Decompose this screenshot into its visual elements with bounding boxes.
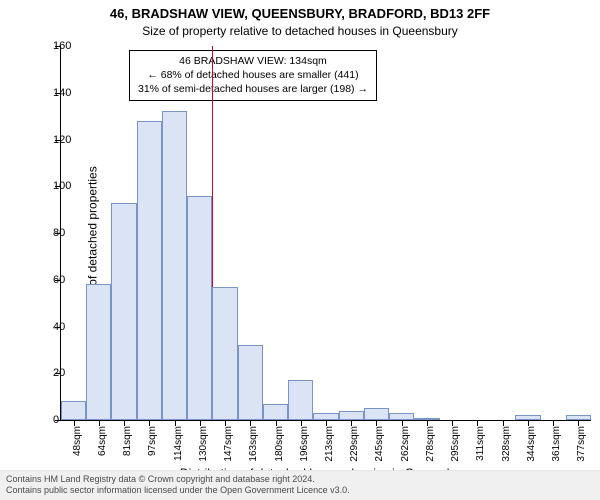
footer-line-1: Contains HM Land Registry data © Crown c… — [6, 474, 594, 485]
histogram-bar — [339, 411, 364, 420]
x-tick-label: 97sqm — [147, 426, 158, 456]
x-tick-label: 311sqm — [475, 426, 486, 461]
x-tick-label: 180sqm — [274, 426, 285, 462]
x-tick-label: 229sqm — [349, 426, 360, 462]
histogram-bar — [162, 111, 187, 420]
histogram-bar — [238, 345, 263, 420]
x-tick-label: 48sqm — [72, 426, 83, 456]
annotation-box: 46 BRADSHAW VIEW: 134sqm ← 68% of detach… — [129, 50, 377, 101]
y-tick-label: 80 — [53, 227, 61, 239]
y-tick-label: 20 — [53, 367, 61, 379]
y-tick-label: 120 — [53, 134, 61, 146]
annotation-line-2: ← 68% of detached houses are smaller (44… — [138, 68, 368, 82]
x-tick-label: 196sqm — [299, 426, 310, 462]
figure: 46, BRADSHAW VIEW, QUEENSBURY, BRADFORD,… — [0, 0, 600, 500]
x-tick-label: 64sqm — [97, 426, 108, 456]
x-tick-label: 130sqm — [198, 426, 209, 462]
x-tick-label: 377sqm — [576, 426, 587, 462]
histogram-bar — [137, 121, 162, 420]
y-tick-label: 40 — [53, 321, 61, 333]
y-axis-label-wrap: Number of detached properties — [0, 0, 20, 440]
attribution-footer: Contains HM Land Registry data © Crown c… — [0, 470, 600, 500]
histogram-bar — [61, 401, 86, 420]
y-tick-label: 0 — [53, 414, 61, 426]
y-tick-label: 60 — [53, 274, 61, 286]
x-tick-label: 213sqm — [324, 426, 335, 462]
histogram-bar — [288, 380, 313, 420]
x-tick-label: 344sqm — [526, 426, 537, 462]
x-tick-label: 245sqm — [374, 426, 385, 462]
histogram-bar — [111, 203, 136, 420]
x-tick-label: 262sqm — [400, 426, 411, 462]
histogram-bar — [187, 196, 212, 420]
x-tick-label: 147sqm — [223, 426, 234, 462]
x-tick-label: 361sqm — [551, 426, 562, 462]
footer-line-2: Contains public sector information licen… — [6, 485, 594, 496]
chart-subtitle: Size of property relative to detached ho… — [0, 24, 600, 38]
y-tick-label: 100 — [53, 180, 61, 192]
x-tick-label: 328sqm — [501, 426, 512, 462]
annotation-line-1: 46 BRADSHAW VIEW: 134sqm — [138, 54, 368, 68]
histogram-bar — [86, 284, 111, 420]
y-tick-label: 160 — [53, 40, 61, 52]
annotation-line-3: 31% of semi-detached houses are larger (… — [138, 82, 368, 96]
chart-title-address: 46, BRADSHAW VIEW, QUEENSBURY, BRADFORD,… — [0, 6, 600, 21]
x-tick-label: 295sqm — [450, 426, 461, 462]
histogram-bar — [212, 287, 237, 420]
y-tick-label: 140 — [53, 87, 61, 99]
histogram-bar — [389, 413, 414, 420]
plot-area: 46 BRADSHAW VIEW: 134sqm ← 68% of detach… — [60, 46, 591, 421]
x-tick-label: 81sqm — [122, 426, 133, 456]
x-tick-label: 278sqm — [425, 426, 436, 462]
x-tick-label: 114sqm — [173, 426, 184, 461]
histogram-bar — [364, 408, 389, 420]
x-tick-label: 163sqm — [248, 426, 259, 462]
histogram-bar — [263, 404, 288, 420]
histogram-bar — [313, 413, 338, 420]
